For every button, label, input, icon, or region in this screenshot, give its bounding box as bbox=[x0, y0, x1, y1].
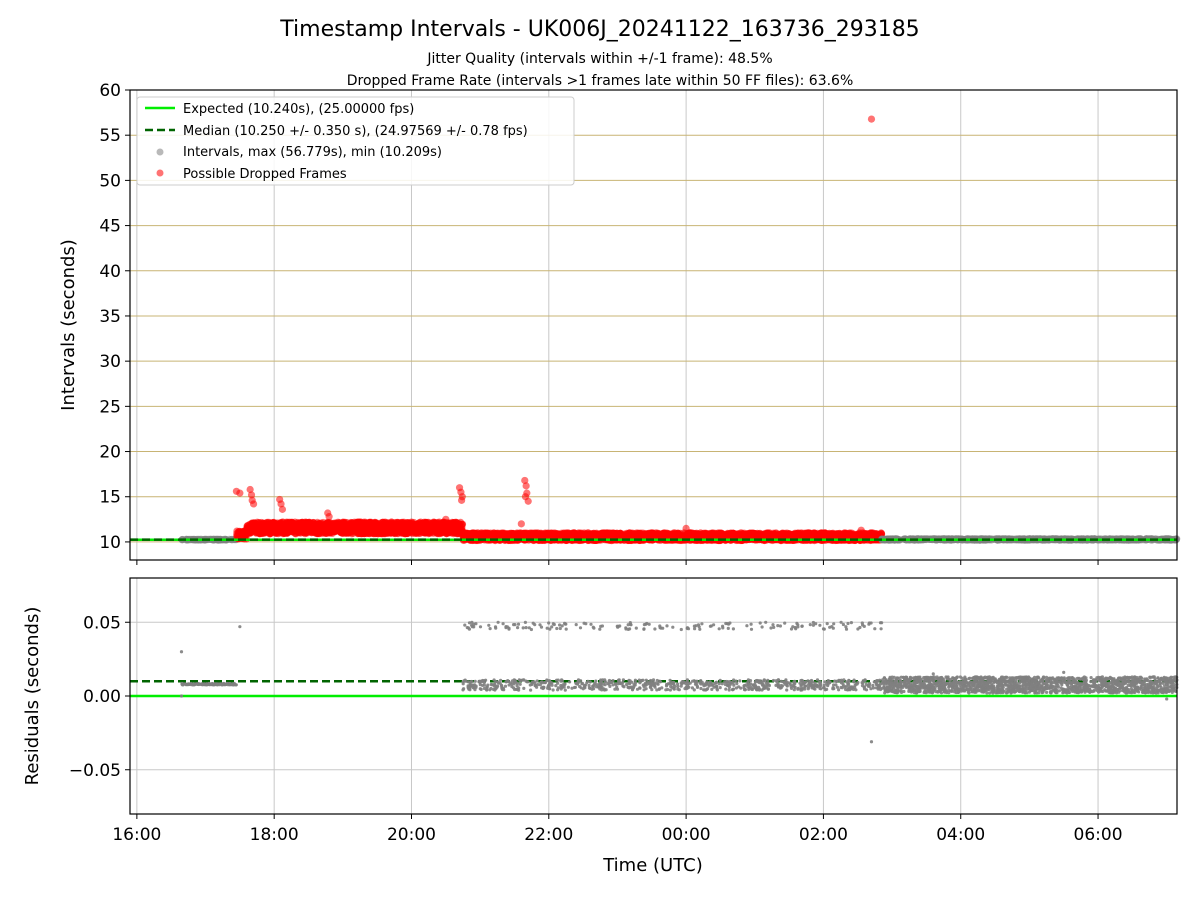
scatter-point bbox=[361, 526, 369, 534]
scatter-point bbox=[237, 531, 245, 540]
scatter-band-dropped-main bbox=[459, 529, 886, 545]
scatter-point bbox=[283, 529, 291, 537]
scatter-point bbox=[368, 520, 376, 528]
scatter-point bbox=[271, 529, 279, 537]
scatter-point bbox=[334, 518, 342, 526]
scatter-point bbox=[423, 518, 431, 527]
chart-subtitle-jitter: Jitter Quality (intervals within +/-1 fr… bbox=[426, 51, 772, 67]
chart-subtitle-dropped: Dropped Frame Rate (intervals >1 frames … bbox=[347, 73, 854, 89]
scatter-point bbox=[313, 520, 321, 528]
scatter-point bbox=[394, 523, 402, 532]
scatter-point bbox=[252, 529, 260, 537]
scatter-point bbox=[332, 524, 340, 533]
scatter-point bbox=[403, 519, 411, 527]
scatter-point bbox=[300, 523, 308, 531]
scatter-point bbox=[350, 527, 358, 535]
chart-title: Timestamp Intervals - UK006J_20241122_16… bbox=[279, 17, 919, 42]
scatter-point bbox=[323, 521, 331, 529]
scatter-band-dropped-elevated bbox=[243, 518, 467, 538]
scatter-point bbox=[308, 527, 316, 535]
scatter-point bbox=[420, 525, 428, 533]
scatter-point bbox=[386, 526, 394, 535]
scatter-point bbox=[291, 522, 299, 530]
scatter-point bbox=[267, 520, 275, 528]
scatter-point bbox=[375, 525, 383, 533]
scatter-point bbox=[532, 529, 540, 537]
scatter-point bbox=[246, 523, 254, 531]
scatter-point bbox=[355, 518, 363, 527]
scatter-point bbox=[782, 530, 791, 538]
scatter-point bbox=[276, 519, 284, 527]
scatter-point bbox=[491, 530, 499, 538]
scatter-point bbox=[407, 527, 415, 536]
scatter-point bbox=[449, 525, 457, 533]
scatter-point bbox=[320, 528, 328, 536]
scatter-point bbox=[344, 521, 352, 530]
